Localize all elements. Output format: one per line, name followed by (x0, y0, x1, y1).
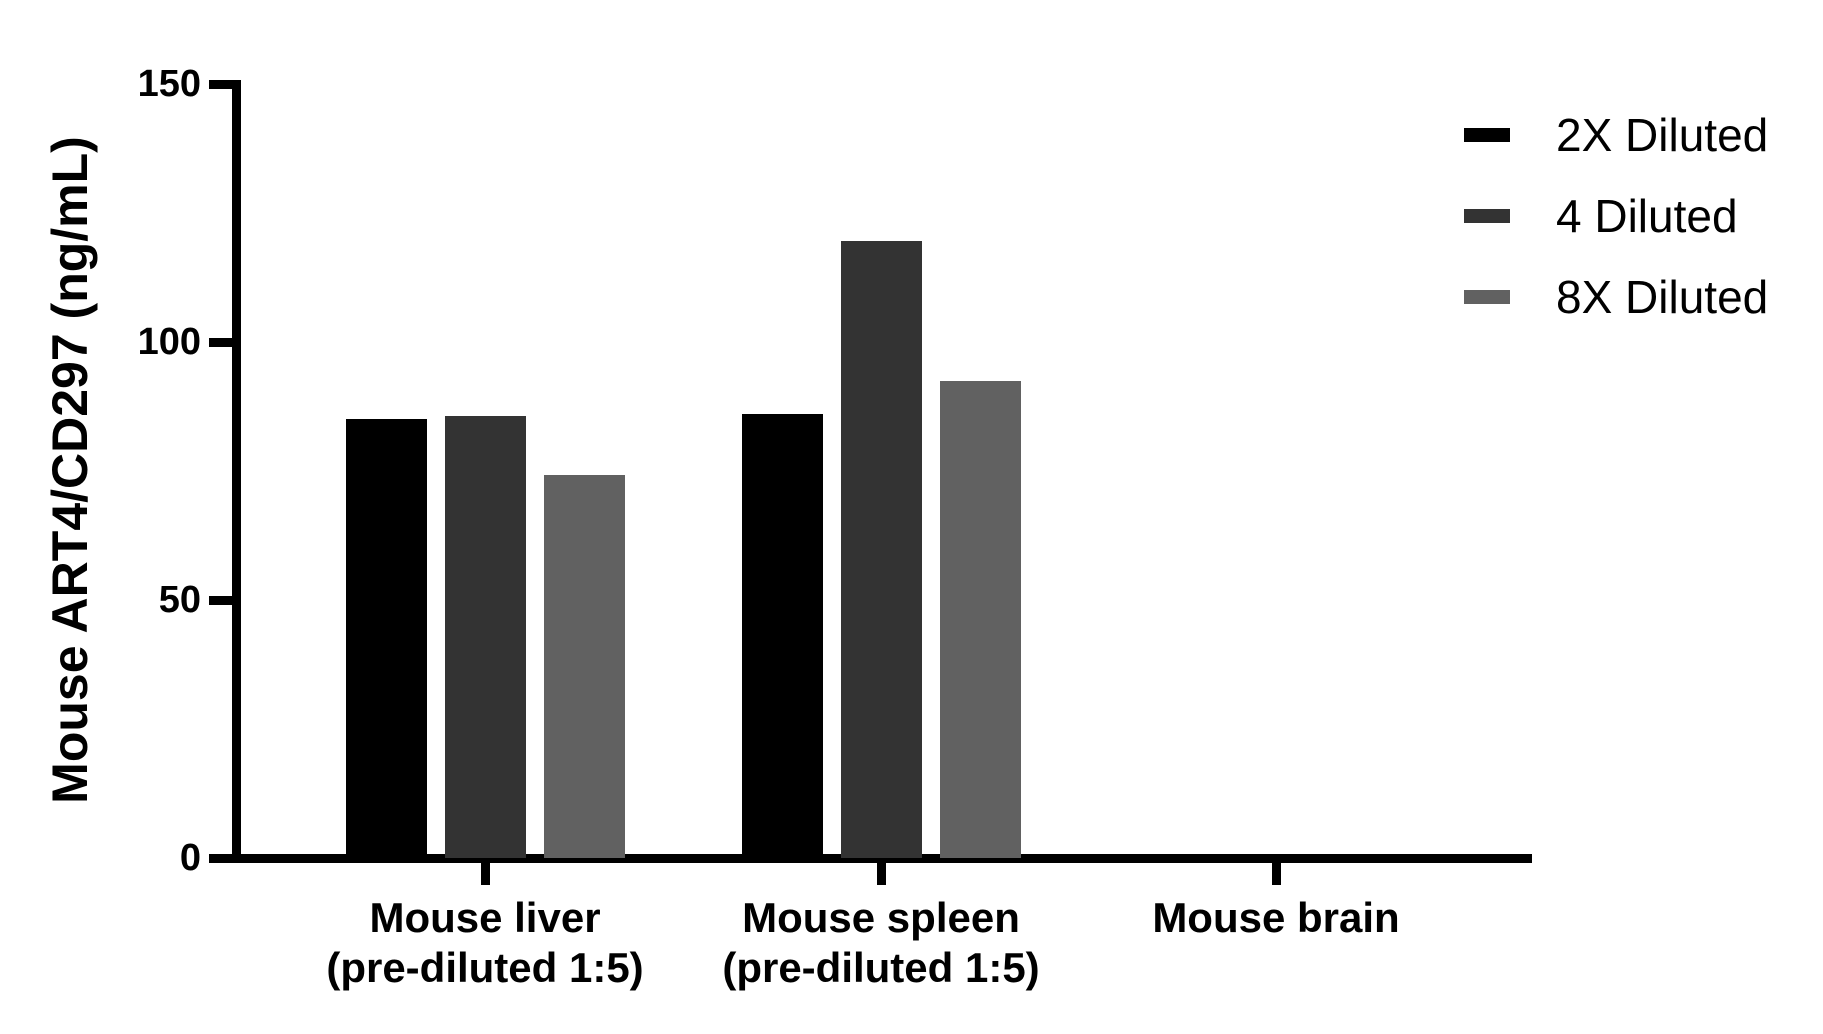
legend-item-8x-diluted: 8X Diluted (1464, 267, 1768, 327)
y-tick-label: 0 (179, 837, 201, 879)
bar-4-diluted (444, 415, 526, 858)
x-category-label: Mouse brain (1066, 893, 1486, 943)
category-label-line1: Mouse brain (1152, 894, 1400, 941)
bar-2x-diluted (741, 414, 823, 858)
bar-2x-diluted (345, 419, 427, 858)
category-label-line1: Mouse spleen (742, 894, 1020, 941)
category-label-line2: (pre-diluted 1:5) (326, 944, 644, 991)
legend-label: 4 Diluted (1556, 190, 1738, 242)
y-tick-label: 150 (137, 63, 201, 105)
legend-swatch-4-icon (1464, 209, 1510, 223)
bar-8x-diluted (939, 381, 1021, 858)
category-label-line1: Mouse liver (369, 894, 601, 941)
x-tick-mark (1271, 858, 1281, 885)
y-tick-label: 50 (158, 579, 201, 621)
y-tick-mark (209, 79, 239, 89)
y-tick-label: 100 (137, 321, 201, 363)
legend-label: 2X Diluted (1556, 109, 1769, 161)
x-tick-mark (480, 858, 490, 885)
y-tick-mark (209, 337, 239, 347)
legend-item-4-diluted: 4 Diluted (1464, 186, 1738, 246)
y-tick-mark (209, 595, 239, 605)
legend-label: 8X Diluted (1556, 271, 1769, 323)
legend-item-2x-diluted: 2X Diluted (1464, 105, 1768, 165)
x-tick-mark (876, 858, 886, 885)
x-category-label: Mouse spleen (pre-diluted 1:5) (671, 893, 1091, 993)
legend-swatch-2x-icon (1464, 128, 1510, 142)
bar-4-diluted (840, 241, 922, 858)
y-axis-line (232, 80, 241, 863)
y-tick-mark (209, 853, 239, 863)
category-label-line2: (pre-diluted 1:5) (722, 944, 1040, 991)
y-axis-title: Mouse ART4/CD297 (ng/mL) (41, 136, 98, 804)
bar-8x-diluted (543, 475, 625, 858)
legend-swatch-8x-icon (1464, 290, 1510, 304)
x-category-label: Mouse liver (pre-diluted 1:5) (275, 893, 695, 993)
